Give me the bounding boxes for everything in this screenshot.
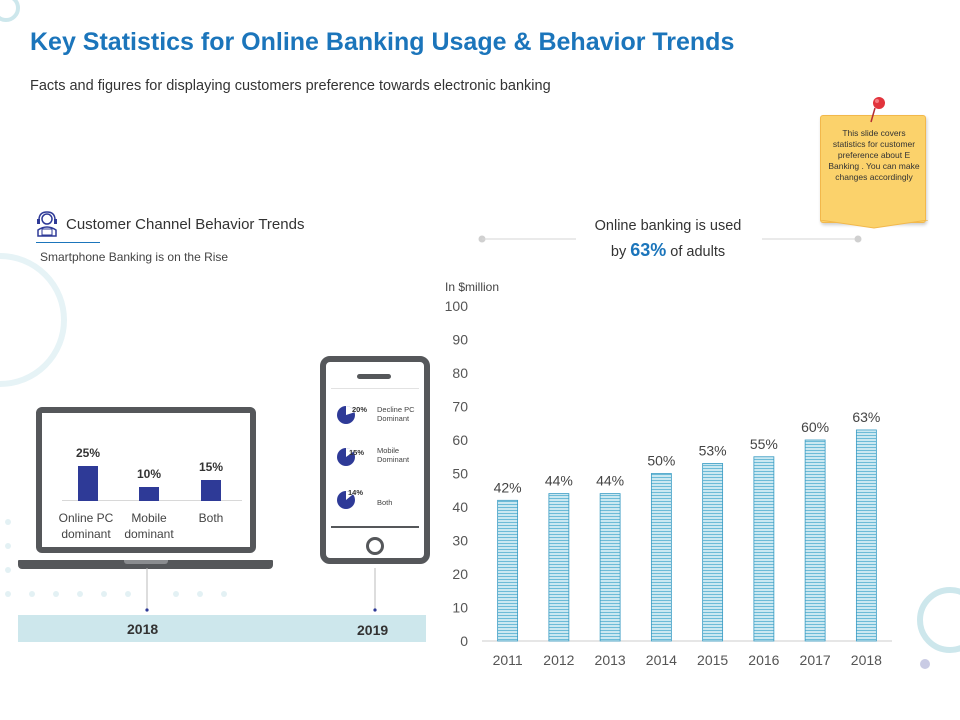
phone-home-button (366, 537, 384, 555)
timeline-year-2018: 2018 (127, 621, 159, 637)
callout-suffix: of adults (670, 244, 726, 260)
laptop-bar-value: 25% (75, 446, 101, 460)
customer-support-icon (37, 211, 57, 237)
chart-y-unit: In $million (445, 280, 500, 294)
bar (599, 493, 621, 642)
decor-circle-top-left (0, 0, 20, 22)
phone-screen-bottom (331, 526, 419, 528)
y-tick-label: 40 (452, 499, 468, 515)
x-tick-label: 2012 (543, 652, 574, 668)
bar-data-label: 44% (596, 473, 624, 489)
decor-circle-right (917, 587, 960, 653)
laptop-bar-pc (78, 466, 98, 501)
phone-pie-icon (337, 447, 355, 466)
section-label: Customer Channel Behavior Trends (66, 216, 305, 233)
decor-dots-left (5, 519, 227, 597)
y-tick-label: 60 (452, 432, 468, 448)
laptop-category: Both (198, 511, 224, 525)
sticky-note-text: This slide covers statistics for custome… (828, 128, 920, 182)
callout-line2: by 63% of adults (540, 240, 796, 261)
phone-item-label: Mobile Dominant (377, 446, 410, 464)
bar (753, 456, 775, 642)
phone-pie-icon (337, 405, 355, 424)
sticky-note-fold (820, 220, 928, 229)
bar-chart: 0 10 20 30 40 50 60 70 80 90 100 42% 2011 44% 2012 44% 2… (445, 298, 892, 668)
bar (497, 499, 519, 642)
pushpin-icon (870, 97, 885, 123)
phone-item-pct: 14% (348, 488, 364, 497)
bar (650, 473, 672, 642)
sticky-note (820, 115, 926, 223)
bar-data-label: 60% (801, 419, 829, 435)
bar (548, 493, 570, 642)
x-tick-label: 2015 (697, 652, 728, 668)
phone-item-pct: 20% (352, 405, 368, 414)
page-title: Key Statistics for Online Banking Usage … (30, 28, 735, 56)
callout-lines (478, 235, 862, 243)
callout-line1: Online banking is used (594, 218, 742, 234)
timeline-connectors (145, 568, 377, 612)
x-tick-label: 2014 (646, 652, 677, 668)
page-subtitle: Facts and figures for displaying custome… (30, 78, 551, 94)
bar-data-label: 42% (494, 479, 522, 495)
decor-dot-right (920, 659, 930, 669)
x-tick-label: 2013 (595, 652, 626, 668)
y-tick-label: 10 (452, 600, 468, 616)
y-tick-label: 20 (452, 566, 468, 582)
timeline-band (18, 615, 426, 642)
y-tick-label: 90 (452, 332, 468, 348)
laptop-category: Online PC dominant (58, 511, 114, 541)
laptop-bar-value: 15% (198, 460, 224, 474)
callout-value: 63% (630, 240, 667, 260)
bar (804, 439, 826, 642)
x-tick-label: 2018 (851, 652, 882, 668)
laptop-bar-mobile (139, 487, 159, 501)
decor-circle-left (0, 253, 67, 387)
bar-data-label: 63% (852, 409, 880, 425)
y-tick-label: 0 (460, 633, 468, 649)
bar-data-label: 53% (699, 442, 727, 458)
x-tick-label: 2016 (748, 652, 779, 668)
phone-screen-top (331, 388, 419, 389)
bar (702, 463, 724, 642)
y-tick-label: 80 (452, 365, 468, 381)
x-tick-label: 2017 (800, 652, 831, 668)
timeline-year-2019: 2019 (357, 622, 389, 638)
phone-item-label: Both (377, 498, 393, 507)
laptop-notch (124, 560, 168, 564)
bar-data-label: 50% (647, 453, 675, 469)
phone-speaker (357, 374, 391, 379)
callout-prefix: by (610, 244, 627, 260)
laptop-bar-value: 10% (136, 467, 162, 481)
laptop-bar-both (201, 480, 221, 501)
bar (855, 429, 877, 642)
y-tick-label: 70 (452, 399, 468, 415)
y-tick-label: 30 (452, 533, 468, 549)
phone-pie-icon (337, 490, 355, 509)
laptop-category: Mobile dominant (124, 511, 174, 541)
y-tick-label: 50 (452, 466, 468, 482)
phone-item-label: Decline PC Dominant (377, 405, 415, 423)
phone-item-pct: 15% (349, 448, 365, 457)
x-tick-label: 2011 (493, 652, 523, 668)
bar-data-label: 44% (545, 473, 573, 489)
bar-data-label: 55% (750, 436, 778, 452)
laptop-base (18, 560, 273, 569)
section-subtitle: Smartphone Banking is on the Rise (40, 250, 229, 264)
section-underline (36, 242, 100, 243)
y-tick-label: 100 (445, 298, 469, 314)
